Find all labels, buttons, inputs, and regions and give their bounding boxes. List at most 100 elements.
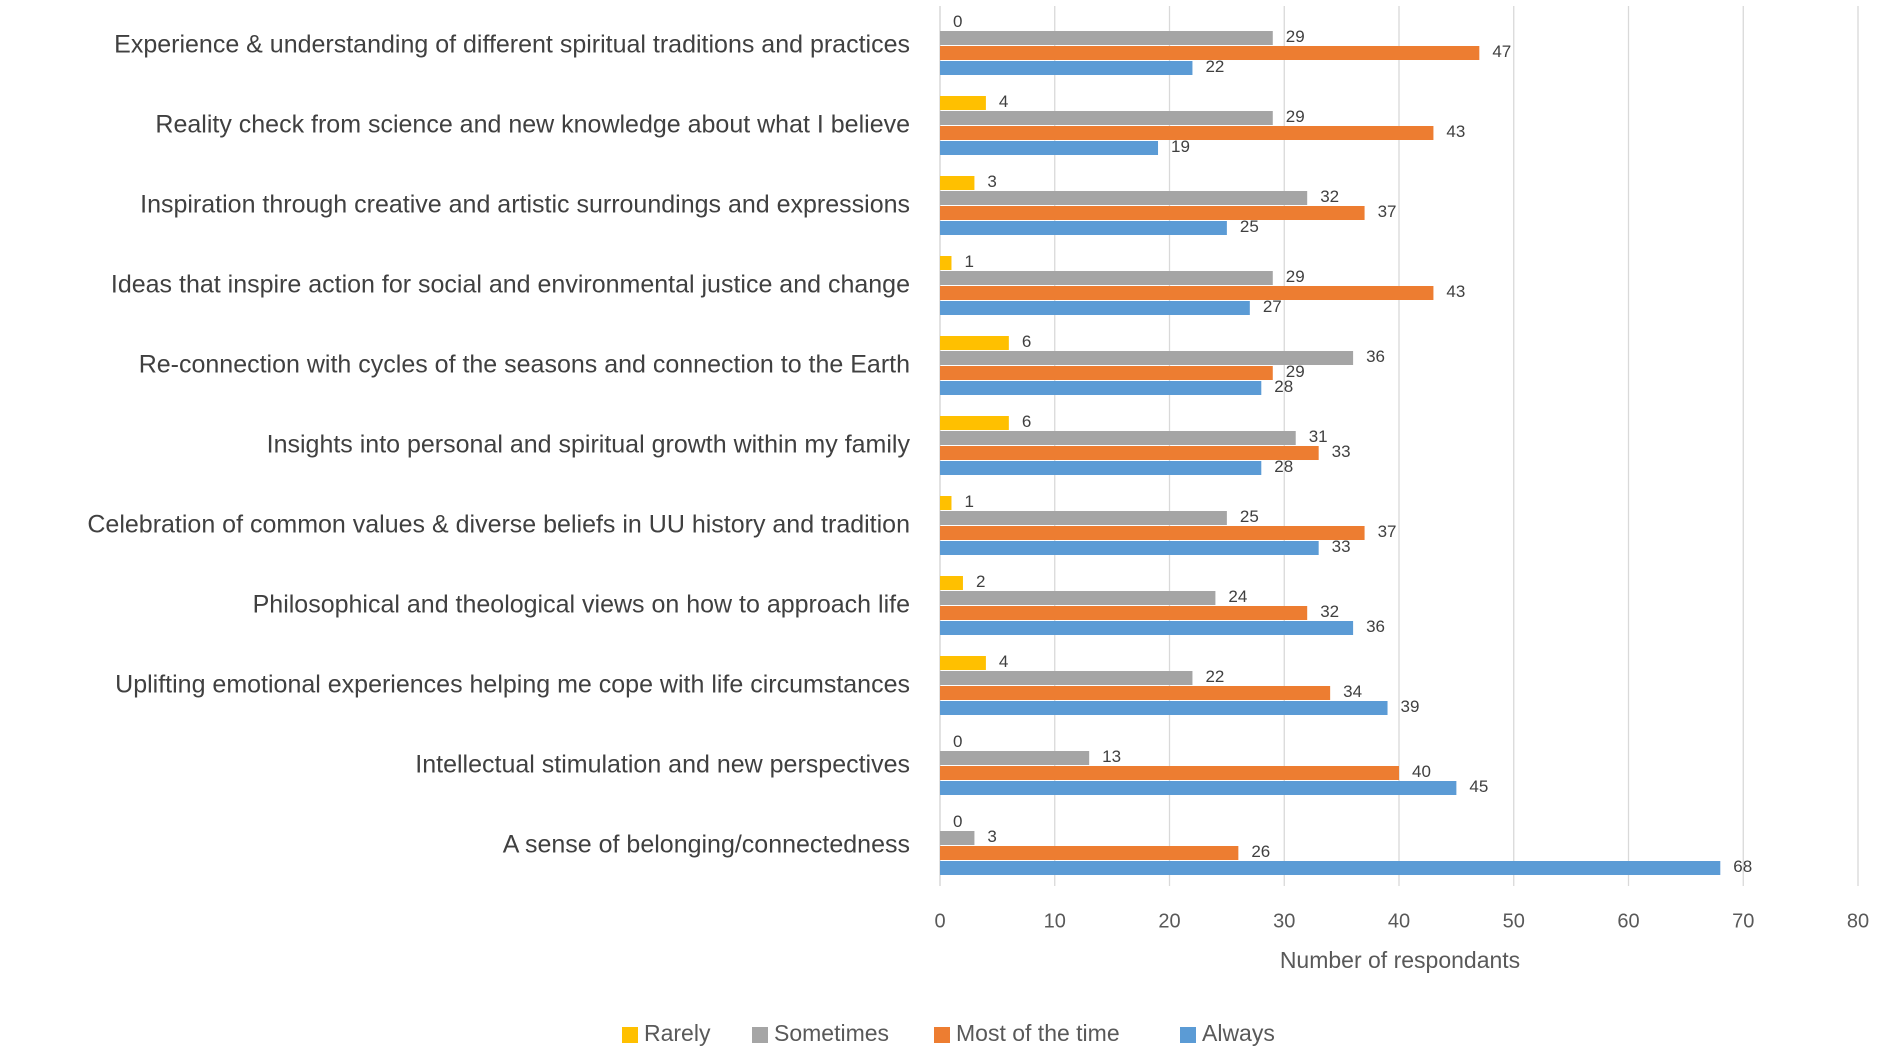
bar (940, 496, 952, 510)
bar (940, 301, 1250, 315)
category-label: Reality check from science and new knowl… (155, 111, 910, 139)
data-label: 27 (1263, 297, 1282, 316)
data-label: 32 (1320, 187, 1339, 206)
data-label: 25 (1240, 217, 1259, 236)
category-label: Celebration of common values & diverse b… (87, 511, 910, 539)
data-label: 6 (1022, 412, 1031, 431)
legend-swatch (934, 1027, 950, 1043)
data-label: 28 (1274, 377, 1293, 396)
data-label: 43 (1446, 122, 1465, 141)
bar (940, 176, 975, 190)
data-label: 36 (1366, 617, 1385, 636)
bar (940, 781, 1457, 795)
bar (940, 686, 1331, 700)
category-label: Ideas that inspire action for social and… (111, 271, 910, 299)
category-label: Philosophical and theological views on h… (253, 591, 910, 619)
bar (940, 416, 1009, 430)
category-label: Experience & understanding of different … (114, 31, 910, 59)
x-axis-title: Number of respondants (1280, 947, 1520, 973)
data-label: 29 (1286, 27, 1305, 46)
bar (940, 541, 1319, 555)
data-label: 36 (1366, 347, 1385, 366)
bar (940, 31, 1273, 45)
data-label: 29 (1286, 107, 1305, 126)
bar (940, 846, 1239, 860)
legend-swatch (622, 1027, 638, 1043)
bar (940, 351, 1354, 365)
bar (940, 256, 952, 270)
x-tick-label: 0 (934, 910, 945, 932)
legend-swatch (752, 1027, 768, 1043)
data-label: 39 (1401, 697, 1420, 716)
bar (940, 221, 1227, 235)
bar (940, 111, 1273, 125)
bar (940, 656, 986, 670)
bar (940, 591, 1216, 605)
legend-label: Rarely (644, 1020, 711, 1046)
data-label: 34 (1343, 682, 1362, 701)
x-tick-label: 50 (1503, 910, 1525, 932)
data-label: 19 (1171, 137, 1190, 156)
data-label: 13 (1102, 747, 1121, 766)
data-label: 37 (1378, 522, 1397, 541)
bar (940, 61, 1193, 75)
data-label: 29 (1286, 362, 1305, 381)
bar (940, 191, 1308, 205)
bar (940, 606, 1308, 620)
bar (940, 576, 963, 590)
data-label: 33 (1332, 537, 1351, 556)
legend-swatch (1180, 1027, 1196, 1043)
bar (940, 381, 1262, 395)
bar (940, 751, 1090, 765)
data-label: 32 (1320, 602, 1339, 621)
bar (940, 336, 1009, 350)
bar (940, 671, 1193, 685)
bar (940, 96, 986, 110)
x-tick-label: 70 (1732, 910, 1754, 932)
data-label: 1 (964, 492, 973, 511)
data-label: 0 (953, 732, 962, 751)
category-label: Re-connection with cycles of the seasons… (139, 351, 910, 379)
data-label: 22 (1205, 57, 1224, 76)
data-label: 68 (1733, 857, 1752, 876)
x-tick-label: 60 (1617, 910, 1639, 932)
data-label: 43 (1446, 282, 1465, 301)
data-label: 45 (1469, 777, 1488, 796)
category-label: Inspiration through creative and artisti… (140, 191, 910, 219)
category-label: A sense of belonging/connectedness (503, 831, 910, 859)
data-label: 33 (1332, 442, 1351, 461)
data-label: 0 (953, 12, 962, 31)
legend-label: Sometimes (774, 1020, 889, 1046)
data-label: 2 (976, 572, 985, 591)
legend-label: Always (1202, 1020, 1275, 1046)
category-label: Uplifting emotional experiences helping … (115, 671, 910, 699)
data-label: 24 (1228, 587, 1247, 606)
data-label: 29 (1286, 267, 1305, 286)
data-label: 26 (1251, 842, 1270, 861)
bar (940, 286, 1434, 300)
data-label: 31 (1309, 427, 1328, 446)
data-label: 40 (1412, 762, 1431, 781)
legend-label: Most of the time (956, 1020, 1120, 1046)
bar (940, 206, 1365, 220)
bar (940, 511, 1227, 525)
x-tick-label: 30 (1273, 910, 1295, 932)
data-label: 25 (1240, 507, 1259, 526)
data-label: 3 (987, 827, 996, 846)
bar (940, 621, 1354, 635)
x-tick-label: 40 (1388, 910, 1410, 932)
data-label: 0 (953, 812, 962, 831)
bar (940, 431, 1296, 445)
bar (940, 271, 1273, 285)
bar (940, 446, 1319, 460)
bar (940, 766, 1399, 780)
data-label: 22 (1205, 667, 1224, 686)
x-tick-label: 80 (1847, 910, 1869, 932)
bar (940, 701, 1388, 715)
bar (940, 526, 1365, 540)
bar (940, 461, 1262, 475)
data-label: 37 (1378, 202, 1397, 221)
category-label: Insights into personal and spiritual gro… (267, 431, 911, 459)
bar (940, 141, 1159, 155)
